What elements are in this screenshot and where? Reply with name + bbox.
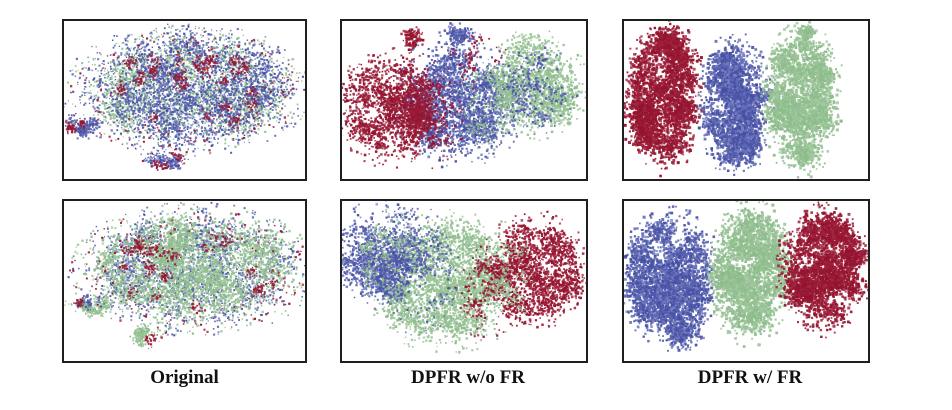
panel-dpfr-wo-fr-bottom [340,199,588,363]
scatter-canvas-dpfr-w-fr-bottom [624,201,868,361]
panel-dpfr-w-fr-bottom [622,199,870,363]
scatter-canvas-dpfr-w-fr-top [624,21,868,179]
column-label-dpfr-w-fr: DPFR w/ FR [697,367,803,388]
scatter-canvas-dpfr-wo-fr-bottom [342,201,586,361]
panel-dpfr-w-fr-top [622,19,870,181]
scatter-canvas-dpfr-wo-fr-top [342,21,586,179]
column-label-original: Original [150,367,219,388]
panel-original-top [62,19,307,181]
scatter-canvas-original-top [64,21,305,179]
scatter-canvas-original-bottom [64,201,305,361]
column-label-dpfr-wo-fr: DPFR w/o FR [411,367,525,388]
panel-original-bottom [62,199,307,363]
panel-dpfr-wo-fr-top [340,19,588,181]
